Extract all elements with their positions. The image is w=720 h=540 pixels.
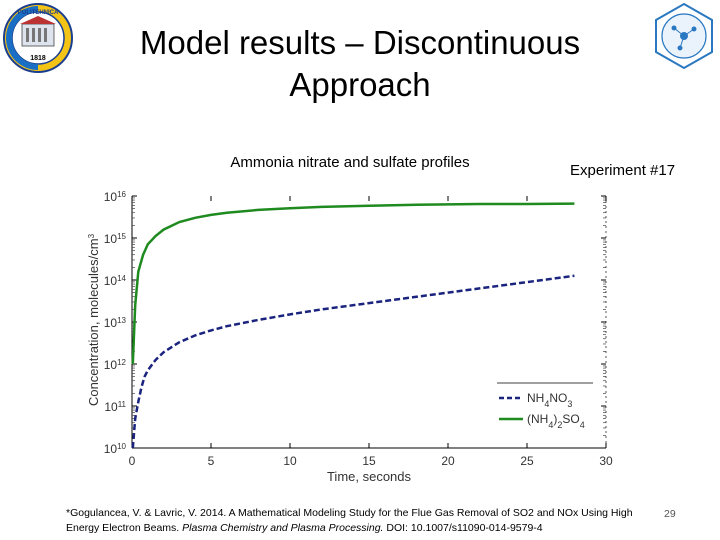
y-axis-label: Concentration, molecules/cm3 (86, 233, 101, 406)
x-tick-label: 15 (362, 454, 376, 468)
legend: NH4NO3 (NH4)2SO4 (497, 382, 593, 431)
legend-box (497, 383, 593, 431)
citation-text: *Gogulancea, V. & Lavric, V. 2014. A Mat… (66, 507, 633, 534)
series-layer (131, 202, 575, 449)
legend-label-nh4no3: NH4NO3 (527, 391, 572, 409)
slide-title-line-1: Model results – Discontinuous (139, 24, 581, 61)
x-axis-ticks: 0 5 10 15 20 25 30 (129, 196, 613, 468)
logo-top-text: POLITEHNICA (18, 10, 59, 16)
x-tick-label: 10 (283, 454, 297, 468)
series-line-nh4no3 (131, 274, 575, 449)
slide-title: Model results – Discontinuous Approach (90, 22, 630, 106)
series-line-nh42so4 (131, 202, 575, 365)
y-tick-label: 1012 (104, 358, 127, 373)
x-axis-label: Time, seconds (327, 469, 412, 484)
x-tick-label: 30 (599, 454, 613, 468)
experiment-label: Experiment #17 (570, 162, 676, 179)
citation: *Gogulancea, V. & Lavric, V. 2014. A Mat… (66, 506, 662, 536)
y-tick-label: 1014 (104, 274, 127, 289)
y-tick-label: 1010 (104, 442, 127, 457)
citation-journal: Plasma Chemistry and Plasma Processing. (182, 522, 384, 534)
x-tick-label: 5 (208, 454, 215, 468)
y-tick-label: 1013 (104, 316, 127, 331)
x-tick-label: 0 (129, 454, 136, 468)
x-tick-label: 25 (520, 454, 534, 468)
x-tick-label: 20 (441, 454, 455, 468)
y-axis-ticks: 1010 1011 1012 1013 1014 1015 1016 (104, 190, 606, 457)
y-tick-label: 1016 (104, 190, 127, 205)
slide-title-line-2: Approach (289, 66, 431, 103)
legend-label-nh42so4: (NH4)2SO4 (527, 412, 585, 430)
logo-year: 1818 (30, 55, 46, 62)
chart-title: Ammonia nitrate and sulfate profiles (230, 154, 470, 171)
y-tick-label: 1015 (104, 232, 127, 247)
university-logo: POLITEHNICA 1818 (3, 3, 73, 73)
citation-doi: DOI: 10.1007/s11090-014-9579-4 (383, 522, 543, 534)
page-number: 29 (664, 508, 676, 520)
y-tick-label: 1011 (104, 400, 126, 415)
molecule-seal-icon (655, 2, 713, 70)
